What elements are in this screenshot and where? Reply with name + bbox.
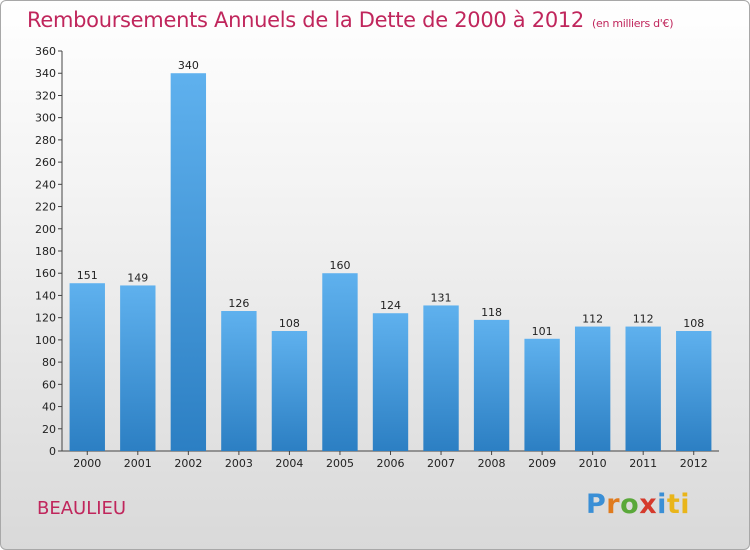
x-tick-label: 2000	[73, 457, 101, 470]
y-tick-label: 180	[35, 245, 56, 258]
bar-value-label: 124	[380, 299, 401, 312]
x-tick-label: 2003	[225, 457, 253, 470]
y-tick-label: 300	[35, 112, 56, 125]
chart-title: Remboursements Annuels de la Dette de 20…	[27, 8, 673, 32]
bar-value-label: 112	[633, 313, 654, 326]
bar-value-label: 108	[279, 317, 300, 330]
y-tick-label: 40	[42, 401, 56, 414]
y-tick-label: 80	[42, 356, 56, 369]
x-tick-label: 2004	[275, 457, 303, 470]
y-tick-label: 60	[42, 378, 56, 391]
bar-value-label: 118	[481, 306, 502, 319]
proxiti-logo: Proxiti	[586, 489, 691, 520]
bar-value-label: 108	[683, 317, 704, 330]
y-tick-label: 360	[35, 45, 56, 58]
bar-value-label: 160	[329, 259, 350, 272]
y-tick-label: 240	[35, 178, 56, 191]
chart-title-text: Remboursements Annuels de la Dette de 20…	[27, 8, 584, 32]
bar	[170, 73, 207, 451]
y-tick-label: 280	[35, 134, 56, 147]
bar	[322, 273, 358, 451]
bar	[372, 313, 409, 451]
bar	[625, 326, 661, 451]
bar	[423, 305, 459, 451]
x-tick-label: 2008	[478, 457, 506, 470]
y-tick-label: 200	[35, 223, 56, 236]
bar	[524, 338, 560, 451]
bar	[120, 285, 156, 451]
x-tick-label: 2011	[629, 457, 657, 470]
y-tick-label: 320	[35, 89, 56, 102]
y-tick-label: 160	[35, 267, 56, 280]
y-tick-label: 100	[35, 334, 56, 347]
bar	[221, 311, 257, 451]
bar-value-label: 340	[178, 59, 199, 72]
bar	[69, 283, 105, 451]
bar	[574, 326, 611, 451]
bar	[473, 319, 510, 451]
bar-value-label: 101	[532, 325, 553, 338]
x-tick-label: 2012	[680, 457, 708, 470]
y-tick-label: 220	[35, 201, 56, 214]
y-tick-label: 20	[42, 423, 56, 436]
y-tick-label: 0	[49, 445, 56, 458]
bar	[271, 331, 308, 451]
y-tick-label: 120	[35, 312, 56, 325]
bar-value-label: 126	[228, 297, 249, 310]
bar-value-label: 151	[77, 269, 98, 282]
x-tick-label: 2001	[124, 457, 152, 470]
y-tick-label: 260	[35, 156, 56, 169]
bar	[676, 331, 712, 451]
x-tick-label: 2005	[326, 457, 354, 470]
y-tick-label: 340	[35, 67, 56, 80]
x-tick-label: 2009	[528, 457, 556, 470]
commune-name: BEAULIEU	[37, 498, 127, 519]
bar-value-label: 149	[127, 271, 148, 284]
x-tick-label: 2010	[579, 457, 607, 470]
y-tick-label: 140	[35, 289, 56, 302]
x-tick-label: 2007	[427, 457, 455, 470]
x-tick-label: 2002	[174, 457, 202, 470]
bar-value-label: 112	[582, 313, 603, 326]
chart-subtitle: (en milliers d'€)	[592, 17, 674, 30]
bar-value-label: 131	[431, 291, 452, 304]
x-tick-label: 2006	[377, 457, 405, 470]
